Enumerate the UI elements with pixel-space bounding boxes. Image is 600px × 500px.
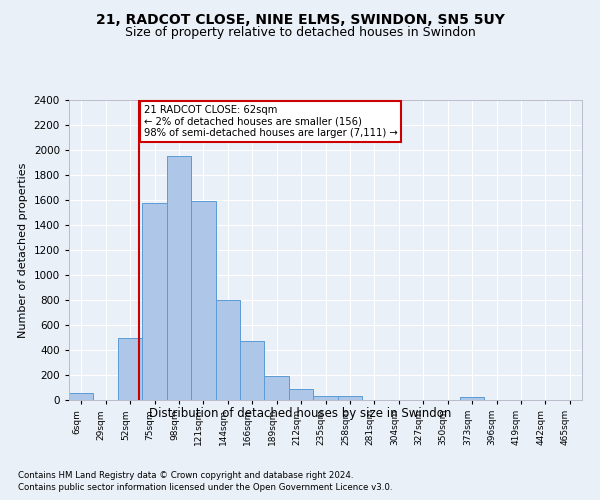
Text: Contains public sector information licensed under the Open Government Licence v3: Contains public sector information licen… [18,484,392,492]
Text: 21, RADCOT CLOSE, NINE ELMS, SWINDON, SN5 5UY: 21, RADCOT CLOSE, NINE ELMS, SWINDON, SN… [95,12,505,26]
Bar [69,392,94,400]
Bar [118,338,142,400]
Bar [167,156,191,400]
Text: Contains HM Land Registry data © Crown copyright and database right 2024.: Contains HM Land Registry data © Crown c… [18,471,353,480]
Bar [338,396,362,400]
Bar [265,376,289,400]
Bar [240,341,265,400]
Text: Size of property relative to detached houses in Swindon: Size of property relative to detached ho… [125,26,475,39]
Y-axis label: Number of detached properties: Number of detached properties [18,162,28,338]
Bar [313,396,338,400]
Bar [215,300,240,400]
Bar [191,201,215,400]
Bar [289,389,313,400]
Text: 21 RADCOT CLOSE: 62sqm
← 2% of detached houses are smaller (156)
98% of semi-det: 21 RADCOT CLOSE: 62sqm ← 2% of detached … [143,105,397,138]
Bar [460,397,484,400]
Bar [142,202,167,400]
Text: Distribution of detached houses by size in Swindon: Distribution of detached houses by size … [149,408,451,420]
